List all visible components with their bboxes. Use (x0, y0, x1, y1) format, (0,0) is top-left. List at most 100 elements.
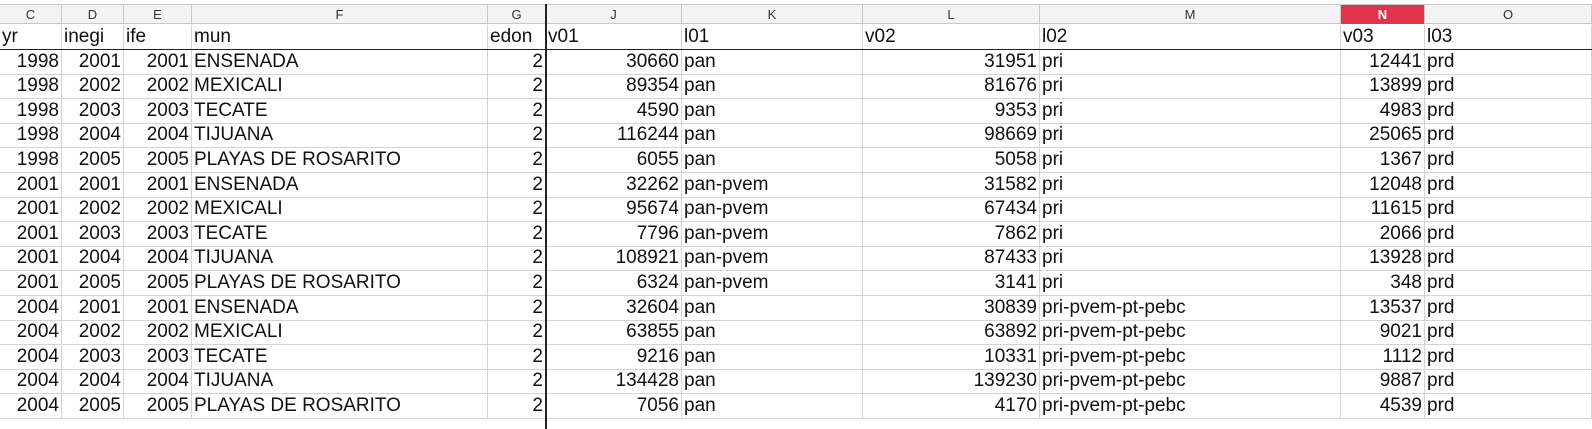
cell-l01[interactable]: pan (682, 394, 863, 418)
cell-v02[interactable]: 87433 (863, 246, 1040, 271)
cell-yr[interactable]: 1998 (0, 98, 62, 123)
cell-v01[interactable]: 7056 (546, 394, 682, 418)
cell-inegi[interactable]: 2001 (62, 172, 124, 197)
cell-v01[interactable]: 9216 (546, 344, 682, 369)
cell-yr[interactable]: 2001 (0, 172, 62, 197)
cell-inegi[interactable]: 2005 (62, 271, 124, 295)
cell-edon[interactable]: 2 (488, 394, 546, 418)
cell-l01[interactable]: pan (682, 148, 863, 172)
cell-v01[interactable]: 30660 (546, 49, 682, 74)
cell-v02[interactable]: 3141 (863, 271, 1040, 295)
cell-l01[interactable]: pan-pvem (682, 221, 863, 246)
cell-l01[interactable]: pan-pvem (682, 172, 863, 197)
cell-l03[interactable]: prd (1425, 320, 1592, 345)
cell-edon[interactable]: 2 (488, 344, 546, 369)
cell-inegi[interactable]: 2004 (62, 246, 124, 271)
cell-l03[interactable]: prd (1425, 246, 1592, 271)
header-cell-ife[interactable]: ife (124, 25, 192, 49)
cell-v03[interactable]: 13537 (1341, 295, 1425, 320)
cell-ife[interactable]: 2001 (124, 295, 192, 320)
cell-l01[interactable]: pan (682, 344, 863, 369)
header-cell-inegi[interactable]: inegi (62, 25, 124, 49)
cell-ife[interactable]: 2001 (124, 172, 192, 197)
cell-v02[interactable]: 31951 (863, 49, 1040, 74)
cell-v02[interactable]: 10331 (863, 344, 1040, 369)
header-cell-v02[interactable]: v02 (863, 25, 1040, 49)
cell-mun[interactable]: TIJUANA (192, 123, 488, 148)
cell-mun[interactable]: TECATE (192, 344, 488, 369)
cell-mun[interactable]: TIJUANA (192, 369, 488, 394)
cell-yr[interactable]: 2004 (0, 369, 62, 394)
cell-l03[interactable]: prd (1425, 295, 1592, 320)
cell-mun[interactable]: MEXICALI (192, 320, 488, 345)
cell-v02[interactable]: 7862 (863, 221, 1040, 246)
cell-v02[interactable]: 31582 (863, 172, 1040, 197)
cell-edon[interactable]: 2 (488, 172, 546, 197)
cell-mun[interactable]: TECATE (192, 221, 488, 246)
cell-v01[interactable]: 32604 (546, 295, 682, 320)
cell-v01[interactable]: 7796 (546, 221, 682, 246)
freeze-pane-divider[interactable] (545, 4, 547, 429)
cell-inegi[interactable]: 2002 (62, 197, 124, 222)
cell-inegi[interactable]: 2004 (62, 369, 124, 394)
cell-v03[interactable]: 4983 (1341, 98, 1425, 123)
cell-l01[interactable]: pan (682, 369, 863, 394)
cell-v01[interactable]: 63855 (546, 320, 682, 345)
cell-inegi[interactable]: 2005 (62, 394, 124, 418)
cell-v03[interactable]: 1112 (1341, 344, 1425, 369)
cell-l01[interactable]: pan (682, 295, 863, 320)
cell-v02[interactable]: 81676 (863, 74, 1040, 99)
cell-l01[interactable]: pan (682, 74, 863, 99)
cell-ife[interactable]: 2004 (124, 369, 192, 394)
cell-l01[interactable]: pan (682, 49, 863, 74)
cell-mun[interactable]: PLAYAS DE ROSARITO (192, 271, 488, 295)
cell-v01[interactable]: 89354 (546, 74, 682, 99)
cell-mun[interactable]: MEXICALI (192, 197, 488, 222)
cell-l02[interactable]: pri (1040, 197, 1341, 222)
cell-l02[interactable]: pri-pvem-pt-pebc (1040, 344, 1341, 369)
cell-ife[interactable]: 2004 (124, 123, 192, 148)
cell-inegi[interactable]: 2003 (62, 98, 124, 123)
cell-v03[interactable]: 12441 (1341, 49, 1425, 74)
cell-ife[interactable]: 2002 (124, 74, 192, 99)
cell-v02[interactable]: 139230 (863, 369, 1040, 394)
cell-edon[interactable]: 2 (488, 271, 546, 295)
header-cell-l03[interactable]: l03 (1425, 25, 1592, 49)
cell-l03[interactable]: prd (1425, 172, 1592, 197)
cell-v02[interactable]: 63892 (863, 320, 1040, 345)
cell-mun[interactable]: TECATE (192, 98, 488, 123)
cell-yr[interactable]: 1998 (0, 74, 62, 99)
cell-ife[interactable]: 2005 (124, 148, 192, 172)
column-header-l[interactable]: L (863, 5, 1040, 24)
cell-l03[interactable]: prd (1425, 197, 1592, 222)
cell-l03[interactable]: prd (1425, 394, 1592, 418)
cell-mun[interactable]: MEXICALI (192, 74, 488, 99)
cell-edon[interactable]: 2 (488, 197, 546, 222)
cell-ife[interactable]: 2003 (124, 344, 192, 369)
cell-v01[interactable]: 32262 (546, 172, 682, 197)
column-header-d[interactable]: D (62, 5, 124, 24)
cell-l02[interactable]: pri-pvem-pt-pebc (1040, 369, 1341, 394)
cell-yr[interactable]: 1998 (0, 148, 62, 172)
cell-l02[interactable]: pri-pvem-pt-pebc (1040, 394, 1341, 418)
cell-l03[interactable]: prd (1425, 271, 1592, 295)
cell-ife[interactable]: 2001 (124, 49, 192, 74)
cell-yr[interactable]: 2001 (0, 246, 62, 271)
cell-l01[interactable]: pan (682, 98, 863, 123)
cell-yr[interactable]: 2004 (0, 320, 62, 345)
cell-inegi[interactable]: 2002 (62, 320, 124, 345)
column-header-e[interactable]: E (124, 5, 192, 24)
cell-l03[interactable]: prd (1425, 148, 1592, 172)
cell-ife[interactable]: 2002 (124, 197, 192, 222)
cell-l02[interactable]: pri (1040, 221, 1341, 246)
cell-l03[interactable]: prd (1425, 221, 1592, 246)
cell-v03[interactable]: 348 (1341, 271, 1425, 295)
cell-v01[interactable]: 95674 (546, 197, 682, 222)
cell-l03[interactable]: prd (1425, 123, 1592, 148)
cell-edon[interactable]: 2 (488, 98, 546, 123)
header-cell-l02[interactable]: l02 (1040, 25, 1341, 49)
cell-v03[interactable]: 25065 (1341, 123, 1425, 148)
cell-inegi[interactable]: 2004 (62, 123, 124, 148)
cell-v02[interactable]: 98669 (863, 123, 1040, 148)
cell-yr[interactable]: 2004 (0, 344, 62, 369)
